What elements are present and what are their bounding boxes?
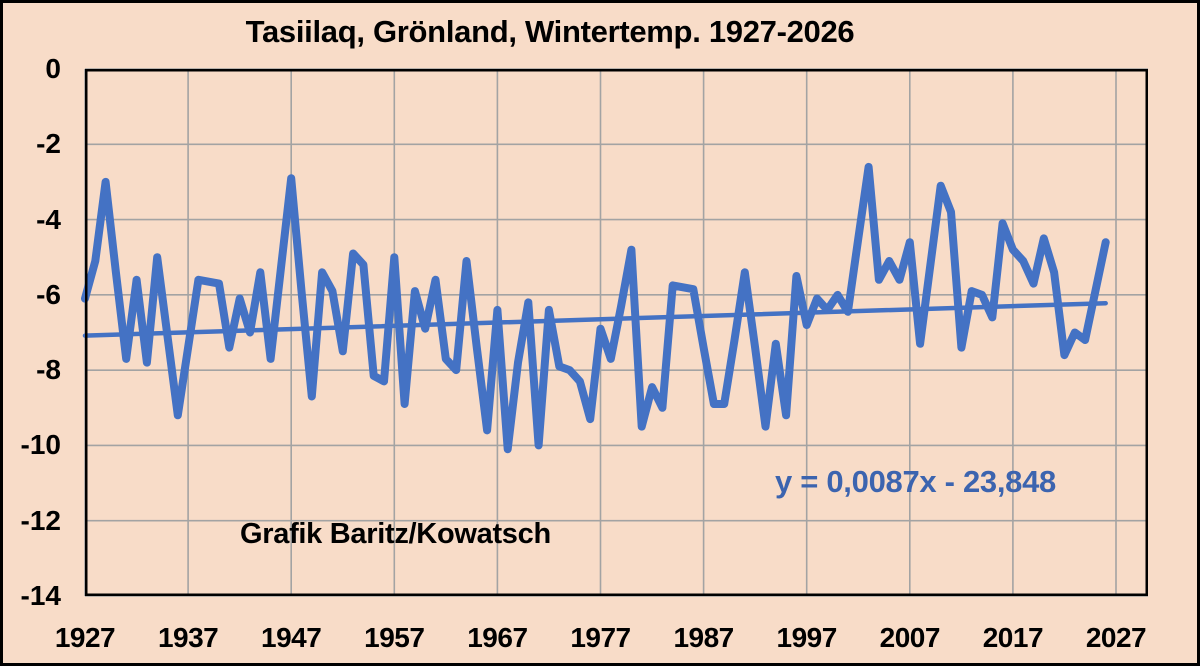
x-tick-label: 1967 xyxy=(467,622,528,653)
x-tick-label: 2017 xyxy=(982,622,1044,653)
y-tick-label: 0 xyxy=(45,53,61,84)
y-tick-label: -2 xyxy=(36,128,61,160)
credit-label: Grafik Baritz/Kowatsch xyxy=(240,518,551,550)
x-tick-label: 1957 xyxy=(364,622,425,653)
trend-equation-label: y = 0,0087x - 23,848 xyxy=(775,464,1056,499)
y-tick-label: -4 xyxy=(36,203,61,235)
plot-border xyxy=(85,69,1148,596)
chart-title: Tasiilaq, Grönland, Wintertemp. 1927-202… xyxy=(245,14,855,49)
x-tick-label: 1937 xyxy=(157,622,219,653)
x-tick-label: 1997 xyxy=(776,622,838,653)
x-tick-label: 1977 xyxy=(570,622,631,653)
y-tick-label: -6 xyxy=(36,278,61,310)
x-tick-label: 1987 xyxy=(673,622,734,653)
y-tick-label: -10 xyxy=(20,429,61,461)
x-tick-label: 2027 xyxy=(1085,622,1147,653)
x-tick-label: 1927 xyxy=(54,622,116,653)
trend-line xyxy=(82,300,1108,338)
temperature-line xyxy=(81,162,1110,454)
y-tick-label: -14 xyxy=(20,580,61,611)
y-tick-label: -8 xyxy=(36,354,61,386)
y-tick-label: -12 xyxy=(20,504,61,536)
x-tick-label: 1947 xyxy=(261,622,322,653)
temperature-chart xyxy=(81,68,1148,597)
x-tick-label: 2007 xyxy=(879,622,941,653)
